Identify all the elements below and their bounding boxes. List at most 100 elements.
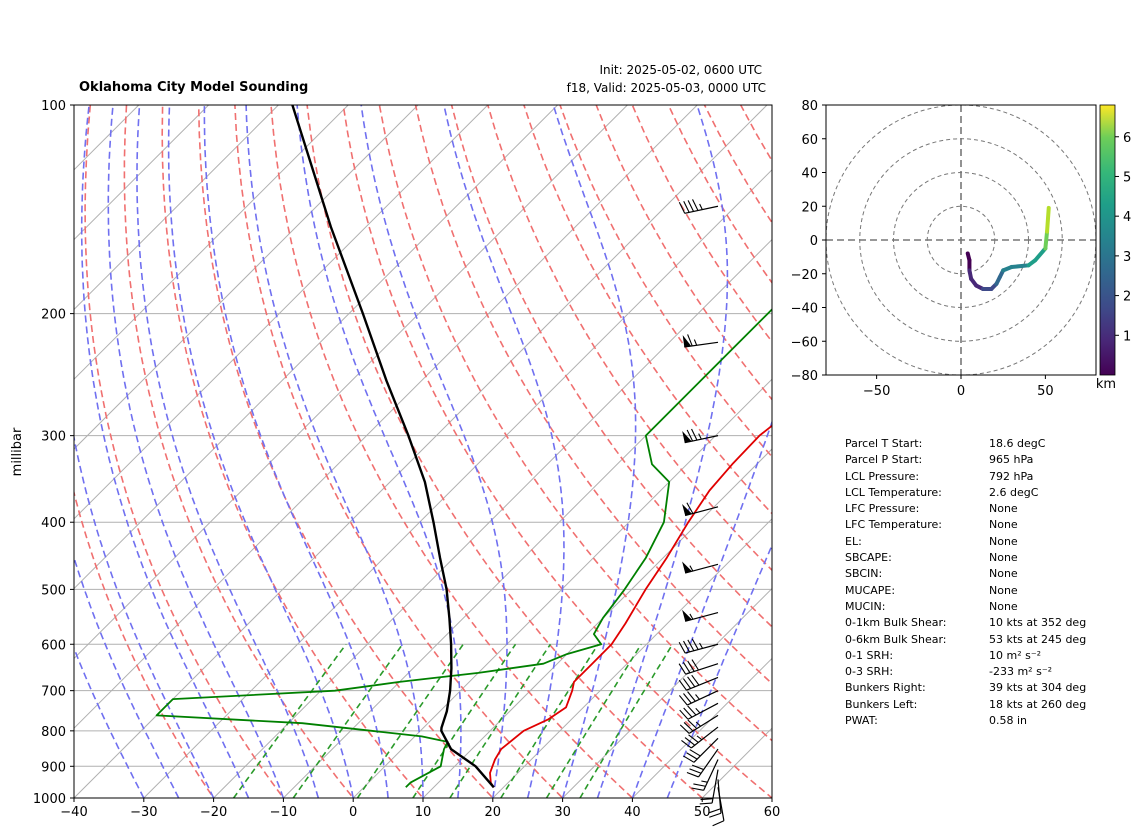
- barb-shaft: [685, 611, 719, 622]
- moist-adiabat: [245, 105, 424, 798]
- barb-full: [683, 693, 692, 704]
- x-tick-label: 20: [485, 805, 502, 820]
- skewt-axes: −40 −30 −20 −10 0 10 20 30 40 50 60 1000 900 800 700 60…: [33, 99, 780, 820]
- valid-time: f18, Valid: 2025-05-03, 0000 UTC: [566, 81, 766, 95]
- barb-full: [683, 640, 690, 653]
- x-tick-label: −20: [200, 805, 227, 820]
- barb-full: [683, 201, 690, 213]
- dry-adiabat: [378, 105, 772, 742]
- barb-full: [689, 768, 702, 774]
- dry-adiabat: [414, 105, 772, 685]
- dry-adiabat: [777, 105, 1142, 813]
- stat-label: Parcel T Start:: [845, 437, 923, 450]
- stat-label: LCL Temperature:: [845, 485, 942, 499]
- barb-full: [686, 502, 694, 514]
- barb-half: [695, 707, 701, 714]
- barb-full: [691, 764, 704, 771]
- stat-label: 0-1km Bulk Shear:: [845, 616, 947, 630]
- dewpoint-line: [155, 308, 772, 788]
- barb-full: [688, 734, 699, 743]
- wind-barb: [678, 674, 719, 691]
- isotherm-line: [74, 105, 558, 590]
- parcel-line: [291, 105, 495, 789]
- colorbar-tick-label: 5: [1123, 170, 1131, 185]
- barb-full: [678, 641, 686, 654]
- y-tick-label: 100: [41, 99, 66, 114]
- barb-half: [689, 613, 694, 620]
- mixing-ratio-line: [292, 643, 404, 798]
- stat-label: MUCAPE:: [845, 583, 896, 597]
- barb-half: [693, 339, 698, 346]
- dry-adiabat: [197, 105, 494, 798]
- stat-value: None: [989, 583, 1018, 597]
- skewt-profiles: [155, 105, 772, 789]
- barb-full: [687, 691, 696, 702]
- barb-flag: [682, 609, 692, 622]
- hodograph: [826, 105, 1096, 375]
- moist-adiabat: [203, 105, 389, 798]
- hodograph-segment: [1043, 229, 1050, 251]
- mixing-ratio-line: [545, 643, 642, 798]
- hodograph-segment: [1033, 246, 1048, 263]
- barb-full: [682, 678, 692, 689]
- barb-full: [678, 695, 688, 706]
- isotherm-line: [74, 105, 279, 311]
- barb-flag: [682, 335, 692, 347]
- y-tick-label: 200: [41, 308, 66, 323]
- x-tick-label: 50: [694, 805, 711, 820]
- barb-full: [691, 674, 700, 686]
- stat-label: EL:: [845, 534, 862, 548]
- wind-barb: [686, 748, 719, 778]
- barb-full: [708, 808, 721, 814]
- mixing-ratio-line: [356, 643, 464, 798]
- moist-adiabat: [360, 105, 508, 798]
- barb-half: [696, 735, 703, 741]
- stat-label: 0-6km Bulk Shear:: [845, 632, 947, 646]
- moist-adiabat: [80, 105, 250, 798]
- barb-full: [687, 676, 696, 688]
- isotherm-line: [74, 105, 209, 241]
- colorbar-tick-label: 4: [1123, 210, 1131, 225]
- barb-flag: [682, 561, 692, 574]
- isotherm-line: [74, 105, 698, 729]
- chart-title: Oklahoma City Model Sounding: [79, 80, 309, 95]
- y-tick-label: 400: [41, 516, 66, 531]
- stat-label: Bunkers Left:: [845, 697, 918, 711]
- mixing-ratio-line: [232, 643, 347, 798]
- stat-value: None: [989, 567, 1018, 581]
- hodo-x-tick-label: −50: [863, 384, 890, 399]
- colorbar-tick-label: 3: [1123, 250, 1131, 265]
- wind-barb: [678, 690, 719, 706]
- isotherm-line: [74, 105, 768, 798]
- skewt-background-lines: [74, 105, 1142, 813]
- hodograph-segment: [1009, 263, 1031, 269]
- isotherm-line: [74, 105, 489, 520]
- hodo-x-tick-label: 0: [957, 384, 965, 399]
- barb-half: [695, 694, 700, 700]
- barb-shaft: [684, 205, 719, 214]
- isotherm-line: [143, 169, 772, 798]
- mixing-ratio-line: [500, 643, 599, 798]
- stat-label: SBCAPE:: [845, 551, 892, 565]
- barb-full: [679, 709, 689, 720]
- isotherm-line: [74, 105, 349, 380]
- barb-full: [709, 812, 722, 818]
- isotherm-line: [771, 797, 772, 798]
- dry-adiabat: [595, 105, 772, 401]
- wind-barb: [683, 737, 719, 763]
- mixing-ratio-line: [412, 643, 517, 798]
- barb-shaft: [688, 714, 719, 734]
- wind-barb: [679, 702, 719, 720]
- stat-label: LFC Pressure:: [845, 502, 920, 516]
- barb-shaft: [686, 690, 719, 706]
- barb-half: [695, 721, 701, 727]
- barb-shaft: [698, 748, 719, 778]
- mixing-ratio-line: [579, 643, 674, 798]
- hodo-y-tick-label: −60: [791, 335, 818, 350]
- barb-half: [698, 433, 702, 440]
- stat-value: 18 kts at 260 deg: [989, 697, 1087, 711]
- moist-adiabat: [552, 105, 637, 798]
- isotherm-line: [352, 378, 772, 798]
- y-tick-label: 300: [41, 430, 66, 445]
- y-tick-label: 600: [41, 638, 66, 653]
